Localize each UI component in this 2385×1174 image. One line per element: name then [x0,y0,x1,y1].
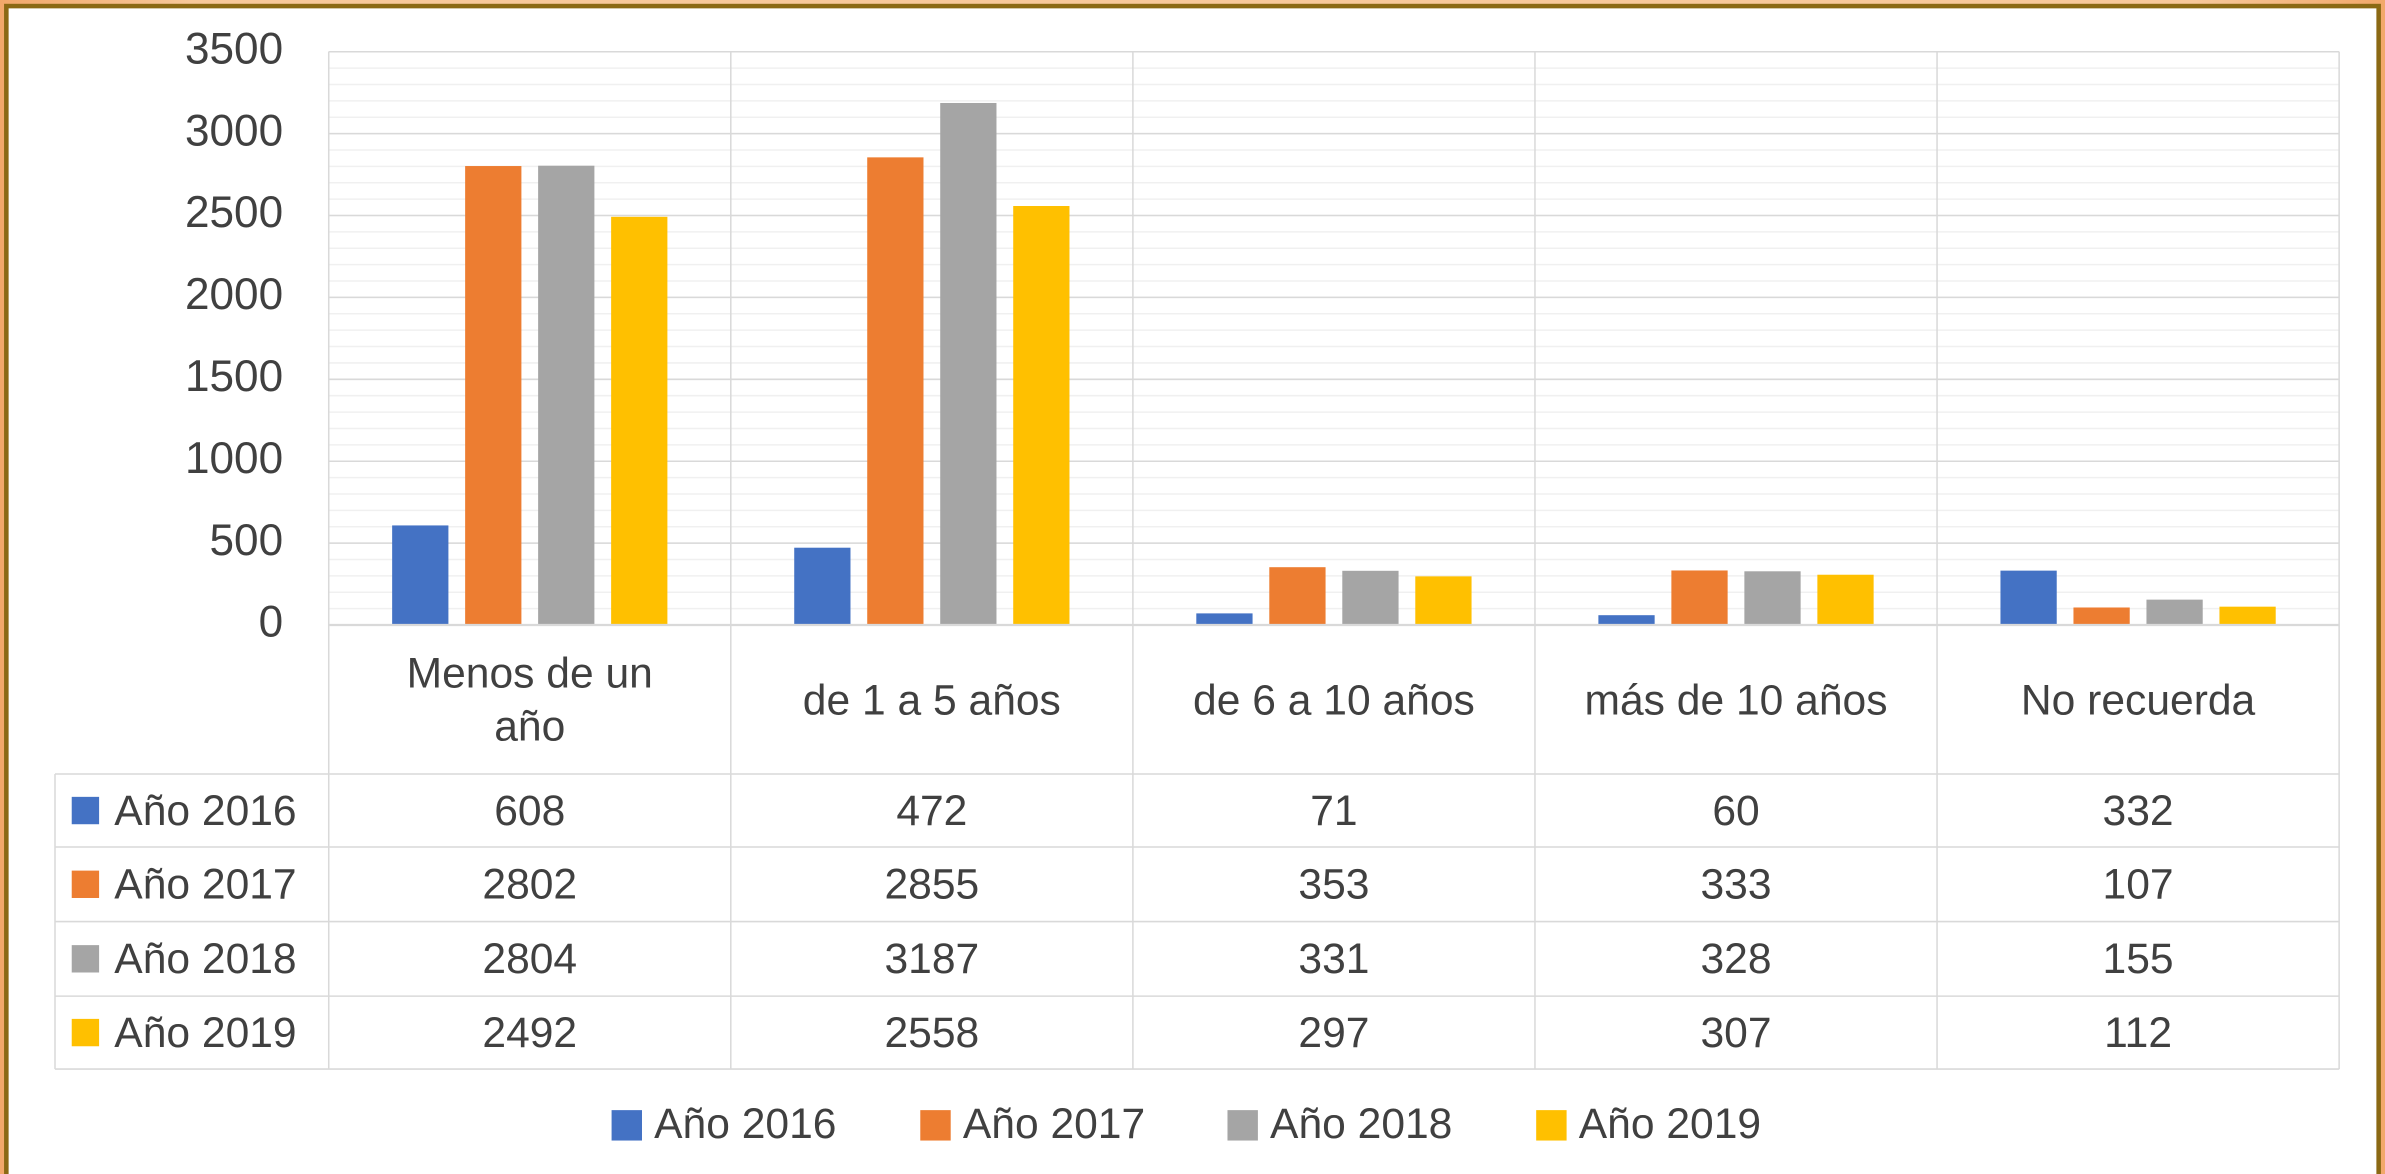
y-tick-label: 1000 [185,434,283,483]
bar [1269,567,1326,626]
table-value: 353 [1298,861,1369,909]
table-legend-key [71,796,100,825]
table-value: 2804 [482,935,577,983]
table-value: 297 [1298,1009,1369,1057]
table-row-label: Año 2019 [114,1009,296,1057]
bar [465,166,522,626]
y-tick-label: 3500 [185,24,283,73]
y-tick-label: 2000 [185,270,283,319]
x-category-box: más de 10 años [1584,675,1888,724]
table-value: 2802 [482,861,577,909]
bar [1598,615,1655,626]
table-row-label: Año 2017 [114,861,296,909]
bar [2219,606,2276,626]
bar [392,525,449,626]
table-row-label: Año 2016 [114,787,296,835]
table-row-label: Año 2018 [114,935,296,983]
bar [794,547,851,626]
bar [611,216,668,626]
table-value: 472 [896,787,967,835]
legend-label: Año 2019 [1579,1100,1761,1148]
bar [1196,613,1253,626]
table-value: 71 [1310,787,1357,835]
bar [1817,574,1874,626]
table-value: 2855 [884,861,979,909]
table-value: 328 [1700,935,1771,983]
table-value: 331 [1298,935,1369,983]
legend-key [1536,1110,1567,1141]
table-value: 155 [2103,935,2174,983]
table-value: 112 [2104,1009,2172,1057]
table-value: 3187 [884,935,979,983]
table-value: 333 [1700,861,1771,909]
table-value: 2558 [884,1009,979,1057]
bar [867,157,924,626]
x-tick-label: No recuerda [2020,675,2256,724]
table-value: 307 [1700,1009,1771,1057]
legend-label: Año 2016 [654,1100,836,1148]
legend-label: Año 2017 [963,1100,1145,1148]
bar [2073,607,2130,626]
x-tick-label: Menos de un año [406,649,653,750]
table-legend-key [71,945,100,973]
bar [1415,576,1472,626]
bar [1671,570,1728,626]
y-tick-label: 500 [210,516,284,565]
y-tick-label: 3000 [185,106,283,155]
legend-key [611,1110,642,1141]
table-value: 107 [2103,861,2174,909]
table-value: 608 [494,787,565,835]
table-value: 60 [1712,787,1759,835]
bar [1744,571,1801,626]
bar [940,102,997,626]
table-legend-key [71,1018,100,1047]
legend-key [1227,1110,1258,1141]
bar [2146,599,2203,626]
bar [1342,570,1399,626]
y-tick-label: 1500 [185,352,283,401]
x-tick-label: de 1 a 5 años [802,675,1061,724]
bar [1013,206,1070,626]
x-category-box: Menos de un año [406,649,653,750]
x-tick-label: de 6 a 10 años [1193,675,1475,724]
bar [538,165,595,626]
table-value: 332 [2103,787,2174,835]
y-tick-label: 2500 [185,188,283,237]
table-legend-key [71,870,100,898]
table-value: 2492 [482,1009,577,1057]
legend-key [920,1110,951,1141]
x-tick-label: más de 10 años [1584,675,1888,724]
bar [2000,570,2057,626]
x-category-box: No recuerda [2020,675,2256,724]
legend-label: Año 2018 [1270,1100,1452,1148]
x-category-box: de 1 a 5 años [802,675,1061,724]
y-tick-label: 0 [259,598,284,647]
x-category-box: de 6 a 10 años [1193,675,1475,724]
